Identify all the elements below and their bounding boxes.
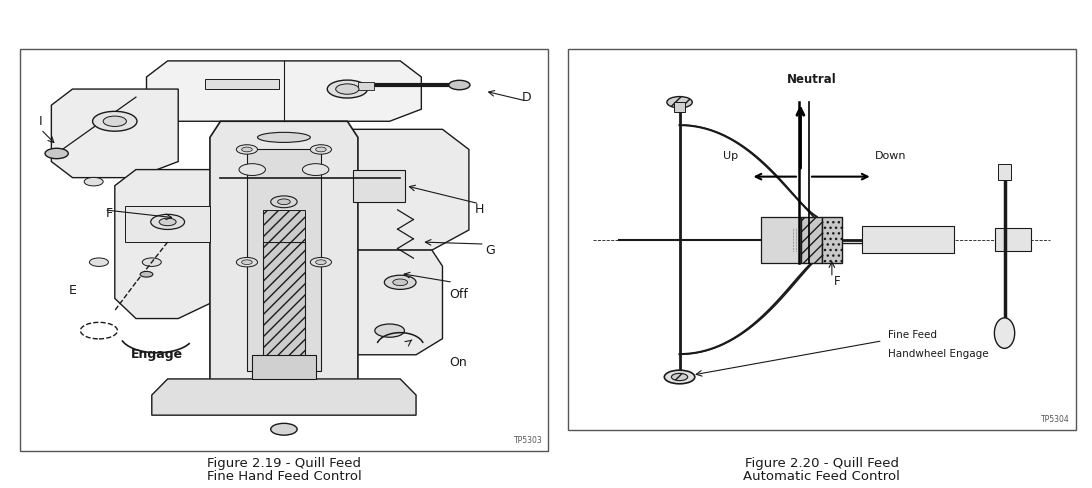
Circle shape bbox=[93, 111, 136, 131]
Circle shape bbox=[449, 81, 470, 90]
Circle shape bbox=[90, 258, 108, 266]
Text: Figure 2.19 - Quill Feed: Figure 2.19 - Quill Feed bbox=[206, 457, 361, 470]
Bar bbox=[675, 102, 685, 112]
Circle shape bbox=[664, 370, 695, 384]
Text: Fine Hand Feed Control: Fine Hand Feed Control bbox=[206, 470, 361, 483]
Bar bbox=[863, 226, 953, 253]
Text: F: F bbox=[833, 275, 840, 288]
Bar bbox=[996, 228, 1031, 251]
Ellipse shape bbox=[995, 318, 1014, 348]
Circle shape bbox=[103, 116, 127, 126]
Bar bbox=[568, 49, 1076, 430]
Bar bbox=[358, 82, 373, 90]
Bar bbox=[998, 164, 1010, 180]
Text: H: H bbox=[475, 203, 484, 216]
Circle shape bbox=[271, 424, 297, 435]
Polygon shape bbox=[146, 61, 422, 122]
Circle shape bbox=[241, 147, 252, 152]
Text: I: I bbox=[39, 115, 43, 128]
Polygon shape bbox=[347, 129, 468, 250]
Circle shape bbox=[375, 324, 404, 337]
Circle shape bbox=[310, 145, 332, 154]
Polygon shape bbox=[347, 250, 442, 355]
Circle shape bbox=[316, 260, 327, 264]
Circle shape bbox=[384, 275, 416, 289]
Circle shape bbox=[393, 279, 407, 285]
Circle shape bbox=[142, 258, 162, 266]
Polygon shape bbox=[51, 89, 178, 178]
Text: Figure 2.20 - Quill Feed: Figure 2.20 - Quill Feed bbox=[745, 457, 899, 470]
Text: On: On bbox=[450, 356, 467, 369]
Circle shape bbox=[271, 196, 297, 208]
Bar bbox=[353, 169, 405, 202]
Bar bbox=[20, 49, 548, 451]
Bar bbox=[252, 355, 316, 379]
Bar bbox=[204, 80, 278, 89]
Circle shape bbox=[302, 163, 329, 176]
Text: G: G bbox=[485, 244, 495, 257]
Bar bbox=[247, 149, 321, 371]
Circle shape bbox=[310, 258, 332, 267]
Bar bbox=[821, 217, 842, 263]
Text: F: F bbox=[106, 207, 114, 221]
Circle shape bbox=[45, 148, 69, 159]
Text: E: E bbox=[69, 284, 76, 297]
Bar bbox=[263, 210, 305, 242]
Circle shape bbox=[335, 84, 359, 94]
Circle shape bbox=[159, 218, 176, 225]
Text: Off: Off bbox=[449, 288, 467, 301]
Circle shape bbox=[151, 214, 185, 229]
Bar bbox=[263, 242, 305, 363]
Bar bbox=[802, 217, 822, 263]
Text: Down: Down bbox=[875, 151, 906, 161]
Circle shape bbox=[239, 163, 265, 176]
Text: TP5303: TP5303 bbox=[514, 436, 543, 445]
Text: D: D bbox=[522, 91, 532, 103]
Circle shape bbox=[241, 260, 252, 264]
Circle shape bbox=[84, 178, 103, 186]
Polygon shape bbox=[115, 170, 221, 319]
Circle shape bbox=[236, 145, 258, 154]
Bar bbox=[126, 206, 210, 242]
Polygon shape bbox=[152, 379, 416, 415]
Ellipse shape bbox=[258, 132, 310, 142]
Circle shape bbox=[667, 97, 692, 108]
Circle shape bbox=[236, 258, 258, 267]
Text: Engage: Engage bbox=[131, 348, 183, 361]
Text: Fine Feed: Fine Feed bbox=[888, 330, 937, 340]
Text: Neutral: Neutral bbox=[786, 73, 836, 86]
Circle shape bbox=[316, 147, 327, 152]
Circle shape bbox=[277, 199, 290, 204]
Text: TP5304: TP5304 bbox=[1042, 415, 1070, 424]
Bar bbox=[761, 217, 802, 263]
Text: Automatic Feed Control: Automatic Feed Control bbox=[744, 470, 900, 483]
Circle shape bbox=[328, 80, 367, 98]
Circle shape bbox=[140, 271, 153, 277]
Polygon shape bbox=[210, 122, 358, 395]
Circle shape bbox=[672, 373, 688, 381]
Text: Handwheel Engage: Handwheel Engage bbox=[888, 349, 988, 359]
Text: Up: Up bbox=[723, 151, 738, 161]
